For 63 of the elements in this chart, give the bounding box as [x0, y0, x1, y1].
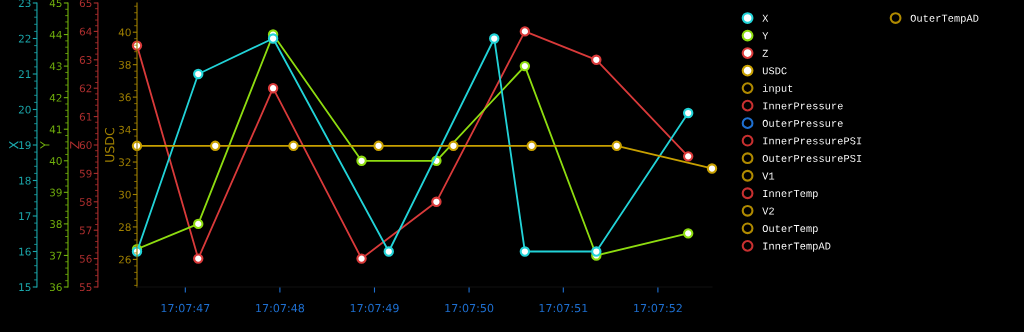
y3-tick-label: 36	[49, 283, 62, 292]
x-tick-label: 17:07:48	[256, 303, 305, 313]
y2-tick-label: 60	[79, 141, 92, 150]
x-tick-label: 17:07:49	[350, 303, 399, 313]
x-tick-label: 17:07:51	[539, 303, 588, 313]
y2-tick-label: 55	[79, 283, 92, 292]
y-tick-label: 17	[19, 212, 31, 220]
y3-tick-label: 39	[49, 188, 62, 197]
legend-label: InnerPressurePSI	[763, 137, 862, 145]
y3-tick-label: 42	[49, 93, 62, 102]
legend-label: USDC	[762, 67, 787, 75]
y2-axis-title: Z	[70, 141, 80, 149]
x-tick-label: 17:07:52	[634, 303, 682, 313]
y-tick-label: 26	[118, 255, 131, 264]
legend-label: InnerPressure	[763, 102, 843, 110]
y-axis-title: USDC	[104, 127, 115, 162]
y3-tick-label: 38	[49, 220, 62, 228]
legend-label: OuterTemp	[762, 224, 818, 235]
y3-axis-title: Y	[40, 141, 50, 149]
legend-label: OuterTempAD	[910, 14, 979, 24]
y-tick-label: 30	[118, 190, 131, 199]
y2-tick-label: 65	[79, 0, 92, 8]
y2-tick-label: 62	[79, 84, 92, 93]
y3-tick-label: 44	[49, 30, 62, 39]
y-tick-label: 36	[118, 93, 131, 102]
x-tick-label: 17:07:50	[445, 303, 494, 313]
y2-tick-label: 63	[79, 56, 92, 64]
legend-label: Z	[762, 49, 769, 57]
legend-label: input	[762, 84, 793, 94]
y-tick-label: 38	[118, 60, 131, 69]
y2-tick-label: 58	[79, 198, 92, 206]
y-axis-title: X	[9, 141, 19, 149]
y3-tick-label: 41	[49, 125, 62, 134]
y2-tick-label: 56	[79, 254, 92, 263]
y-tick-label: 23	[18, 0, 31, 8]
legend-label: Y	[762, 32, 769, 40]
y-tick-label: 28	[118, 223, 131, 232]
legend-label: OuterPressurePSI	[762, 154, 862, 162]
x-tick-label: 17:07:47	[161, 303, 210, 313]
legend-label: V1	[762, 172, 775, 180]
y-tick-label: 34	[118, 125, 131, 134]
legend-label: OuterPressure	[762, 119, 843, 127]
y-tick-label: 16	[19, 247, 31, 256]
y2-tick-label: 57	[79, 226, 92, 235]
y-tick-label: 40	[118, 28, 131, 37]
y3-tick-label: 43	[49, 62, 62, 71]
y-tick-label: 32	[118, 158, 131, 167]
y-tick-label: 18	[19, 176, 31, 185]
y2-tick-label: 61	[79, 112, 92, 121]
legend-label: X	[762, 14, 769, 22]
legend-label: InnerTemp	[763, 190, 818, 200]
y3-tick-label: 40	[49, 157, 62, 165]
y-tick-label: 19	[19, 141, 31, 150]
legend-label: InnerTempAD	[763, 242, 831, 252]
y2-tick-label: 59	[79, 169, 92, 178]
y3-tick-label: 45	[49, 0, 62, 8]
y2-tick-label: 64	[79, 27, 92, 36]
legend-label: V2	[762, 207, 774, 215]
y-tick-label: 21	[18, 70, 31, 78]
y-tick-label: 15	[19, 283, 31, 292]
y-tick-label: 20	[18, 105, 31, 114]
y3-tick-label: 37	[49, 251, 62, 260]
y-tick-label: 22	[18, 34, 31, 43]
